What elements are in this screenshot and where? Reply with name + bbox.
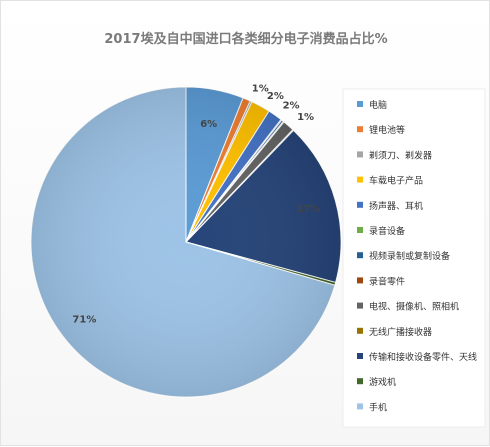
legend-swatch-2 <box>357 151 363 158</box>
legend-swatch-3 <box>357 176 363 183</box>
legend-label-3: 车载电子产品 <box>369 175 423 187</box>
legend-box <box>342 88 486 428</box>
legend-swatch-4 <box>357 201 363 208</box>
legend-label-11: 游戏机 <box>369 376 396 388</box>
legend-label-2: 剃须刀、剃发器 <box>369 149 432 161</box>
legend-label-8: 电视、摄像机、照相机 <box>369 301 459 313</box>
slice-label-10: 17% <box>297 204 321 215</box>
slice-label-1: 1% <box>252 83 269 94</box>
legend-label-12: 手机 <box>369 401 387 413</box>
slice-labels: 6%1%2%2%1%17%71% <box>72 83 320 325</box>
slice-label-12: 71% <box>72 314 96 325</box>
pie-slices <box>30 86 342 398</box>
legend-label-0: 电脑 <box>369 99 387 111</box>
legend: 电脑锂电池等剃须刀、剃发器车载电子产品扬声器、耳机录音设备视频录制或复制设备录音… <box>342 88 486 428</box>
chart-title: 2017埃及自中国进口各类细分电子消费品占比% <box>104 32 388 47</box>
slice-label-4: 2% <box>283 101 300 112</box>
legend-label-5: 录音设备 <box>369 225 405 237</box>
legend-label-6: 视频录制或复制设备 <box>369 250 450 262</box>
legend-swatch-0 <box>357 101 363 107</box>
legend-swatch-9 <box>357 327 363 334</box>
legend-label-4: 扬声器、耳机 <box>369 200 423 212</box>
legend-swatch-11 <box>357 378 363 385</box>
legend-swatch-1 <box>357 126 363 133</box>
slice-label-3: 2% <box>267 91 284 102</box>
legend-label-7: 录音零件 <box>369 275 405 287</box>
legend-label-9: 无线广播接收器 <box>369 326 432 338</box>
legend-swatch-12 <box>357 403 363 410</box>
legend-swatch-6 <box>357 252 363 259</box>
legend-label-10: 传输和接收设备零件、天线 <box>369 351 477 363</box>
legend-swatch-7 <box>357 277 363 284</box>
legend-label-1: 锂电池等 <box>369 124 405 136</box>
legend-swatch-8 <box>357 302 363 309</box>
legend-swatch-5 <box>357 227 363 233</box>
legend-swatch-10 <box>357 353 363 359</box>
slice-label-0: 6% <box>200 119 217 130</box>
slice-label-8: 1% <box>297 112 314 123</box>
